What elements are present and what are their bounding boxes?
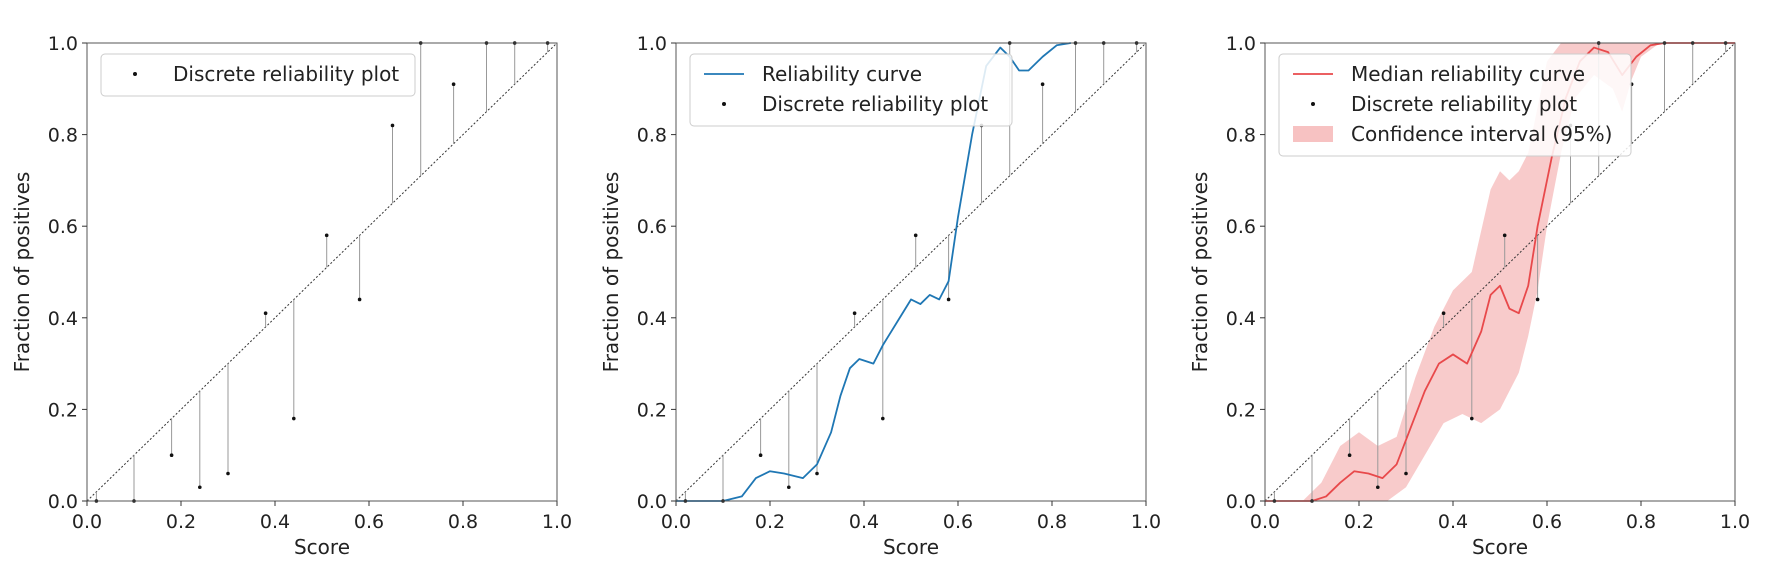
discrete-point (451, 82, 456, 87)
discrete-point (881, 416, 885, 421)
discrete-point (169, 453, 174, 458)
x-tick-label: 0.6 (943, 511, 973, 533)
x-tick-label: 1.0 (542, 511, 572, 533)
discrete-point (1535, 297, 1540, 302)
diagonal-reference-line (86, 42, 558, 502)
x-axis-label: Score (883, 535, 939, 559)
legend-entry: Reliability curve (762, 62, 922, 86)
y-tick-label: 0.0 (1226, 491, 1256, 513)
y-axis-label: Fraction of positives (599, 172, 623, 373)
discrete-point (815, 471, 819, 476)
x-tick-label: 0.6 (1532, 511, 1562, 533)
discrete-point (913, 233, 918, 238)
axes-frame (86, 42, 558, 502)
discrete-point (198, 485, 202, 490)
chart-panel-1: 0.0 0.2 0.4 0.6 0.8 1.0 0.0 0.2 0.4 0.6 0.8 1.0 Scor… (10, 33, 572, 559)
x-tick-label: 0.8 (448, 511, 478, 533)
y-tick-label: 0.4 (48, 308, 78, 330)
y-axis-label: Fraction of positives (1188, 172, 1212, 373)
legend-band-swatch (1293, 126, 1333, 142)
y-tick-label: 0.2 (48, 399, 78, 421)
diagonal-reference-line (675, 42, 1147, 502)
discrete-point (1040, 82, 1045, 87)
legend-point-swatch (722, 102, 726, 106)
y-axis-label: Fraction of positives (10, 172, 34, 373)
discrete-point (390, 123, 395, 128)
y-tick-label: 0.4 (637, 308, 667, 330)
x-tick-label: 0.6 (354, 511, 384, 533)
discrete-point (758, 453, 763, 458)
legend-entry: Discrete reliability plot (1351, 92, 1577, 116)
chart-panel-2: 0.0 0.2 0.4 0.6 0.8 1.0 0.0 0.2 0.4 0.6 0.8 1.0 Scor… (599, 33, 1161, 559)
discrete-point (292, 416, 296, 421)
discrete-point (946, 297, 951, 302)
discrete-point (357, 297, 362, 302)
y-tick-label: 0.2 (637, 399, 667, 421)
x-tick-label: 0.8 (1626, 511, 1656, 533)
discrete-point (1470, 416, 1474, 421)
y-tick-label: 0.6 (1226, 216, 1256, 238)
legend-box (1278, 53, 1632, 157)
discrete-point (324, 233, 329, 238)
y-tick-label: 0.0 (637, 491, 667, 513)
legend-point-swatch (1311, 102, 1315, 106)
x-tick-label: 0.4 (849, 511, 879, 533)
y-tick-label: 0.6 (637, 216, 667, 238)
discrete-point (787, 485, 791, 490)
legend-point-swatch (133, 72, 137, 76)
discrete-point (852, 311, 857, 316)
discrete-point (226, 471, 230, 476)
x-tick-label: 1.0 (1131, 511, 1161, 533)
y-tick-label: 1.0 (48, 33, 78, 55)
x-tick-label: 0.0 (661, 511, 691, 533)
x-tick-label: 0.4 (260, 511, 290, 533)
x-tick-label: 0.2 (755, 511, 785, 533)
discrete-point (263, 311, 268, 316)
y-tick-label: 1.0 (1226, 33, 1256, 55)
x-tick-label: 0.8 (1037, 511, 1067, 533)
legend-entry: Confidence interval (95%) (1351, 122, 1612, 146)
legend-entry: Discrete reliability plot (173, 62, 399, 86)
discrete-point (1502, 233, 1507, 238)
chart-panel-3: 0.0 0.2 0.4 0.6 0.8 1.0 0.0 0.2 0.4 0.6 0.8 1.0 Scor… (1188, 33, 1750, 559)
x-tick-label: 0.0 (1250, 511, 1280, 533)
discrete-point (1404, 471, 1408, 476)
y-tick-label: 0.6 (48, 216, 78, 238)
y-tick-label: 0.8 (1226, 125, 1256, 147)
axes-frame (1264, 42, 1736, 502)
y-tick-label: 0.2 (1226, 399, 1256, 421)
discrete-point (1376, 485, 1380, 490)
axes-frame (675, 42, 1147, 502)
x-axis-label: Score (294, 535, 350, 559)
discrete-point (1441, 311, 1446, 316)
x-tick-label: 0.4 (1438, 511, 1468, 533)
y-tick-label: 0.0 (48, 491, 78, 513)
discrete-point (1347, 453, 1352, 458)
x-tick-label: 0.2 (1344, 511, 1374, 533)
legend-entry: Discrete reliability plot (762, 92, 988, 116)
x-tick-label: 0.2 (166, 511, 196, 533)
legend-box (689, 53, 1013, 127)
y-tick-label: 0.8 (637, 125, 667, 147)
y-tick-label: 0.8 (48, 125, 78, 147)
y-tick-label: 1.0 (637, 33, 667, 55)
legend-box (100, 53, 416, 97)
x-axis-label: Score (1472, 535, 1528, 559)
x-tick-label: 0.0 (72, 511, 102, 533)
diagonal-reference-line (1264, 42, 1736, 502)
x-tick-label: 1.0 (1720, 511, 1750, 533)
y-tick-label: 0.4 (1226, 308, 1256, 330)
legend-entry: Median reliability curve (1351, 62, 1585, 86)
